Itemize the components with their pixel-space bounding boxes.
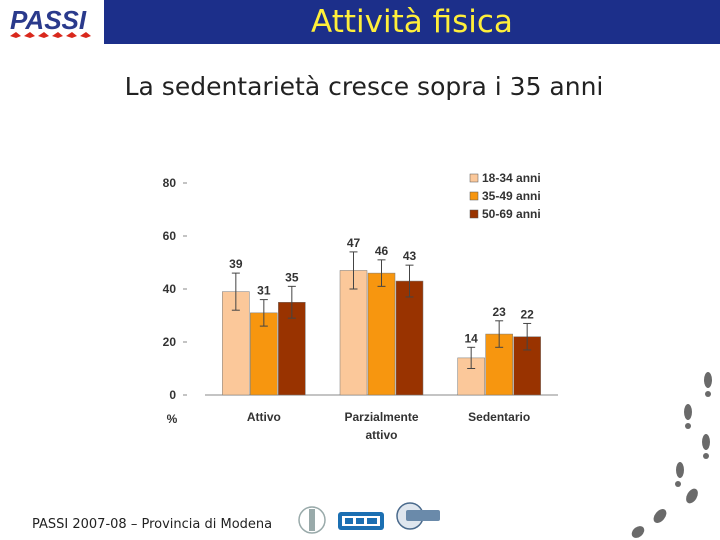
data-label: 35 [285, 270, 299, 284]
legend-swatch [469, 173, 479, 183]
passi-logo-icon: PASSI [4, 2, 102, 42]
footer-text: PASSI 2007-08 – Provincia di Modena [32, 517, 273, 532]
data-label: 43 [403, 249, 417, 263]
data-label: 39 [229, 257, 243, 271]
ccm-logo-icon [338, 512, 384, 530]
gruppo-logo-icon [396, 502, 440, 530]
y-tick-label: 0 [169, 388, 176, 402]
legend-label: 50-69 anni [482, 207, 541, 221]
data-label: 46 [375, 244, 389, 258]
header-bar [104, 0, 720, 44]
y-tick-label: 80 [163, 176, 177, 190]
data-label: 23 [492, 305, 506, 319]
y-tick-label: 20 [163, 335, 177, 349]
logo-text: PASSI [10, 5, 87, 35]
x-tick-label: attivo [365, 428, 397, 442]
legend-label: 35-49 anni [482, 189, 541, 203]
y-axis-label: % [167, 412, 178, 426]
slide-subtitle: La sedentarietà cresce sopra i 35 anni [124, 72, 604, 101]
footer-logos [298, 502, 440, 534]
bar-chart: 0 20 40 60 80% 39 31 35 Attivo 47 46 43 Parzialmente… [163, 171, 558, 442]
y-tick-label: 60 [163, 229, 177, 243]
bar-35-49 anni [367, 272, 396, 396]
bar-50-69 anni [395, 280, 424, 396]
legend-swatch [469, 191, 479, 201]
x-tick-label: Sedentario [468, 410, 530, 424]
data-label: 31 [257, 284, 271, 298]
coat-of-arms-icon [298, 506, 326, 534]
data-label: 22 [520, 307, 534, 321]
data-label: 47 [347, 236, 361, 250]
x-tick-label: Attivo [247, 410, 281, 424]
legend-label: 18-34 anni [482, 171, 541, 185]
y-tick-label: 40 [163, 282, 177, 296]
logo-marks [10, 32, 91, 38]
footprints-icon [631, 372, 712, 538]
x-tick-label: Parzialmente [344, 410, 418, 424]
legend-swatch [469, 209, 479, 219]
page-title: Attività fisica [311, 4, 513, 40]
bar-18-34 anni [339, 270, 368, 396]
data-label: 14 [464, 331, 478, 345]
passi-logo-graphic: PASSI [10, 5, 91, 38]
